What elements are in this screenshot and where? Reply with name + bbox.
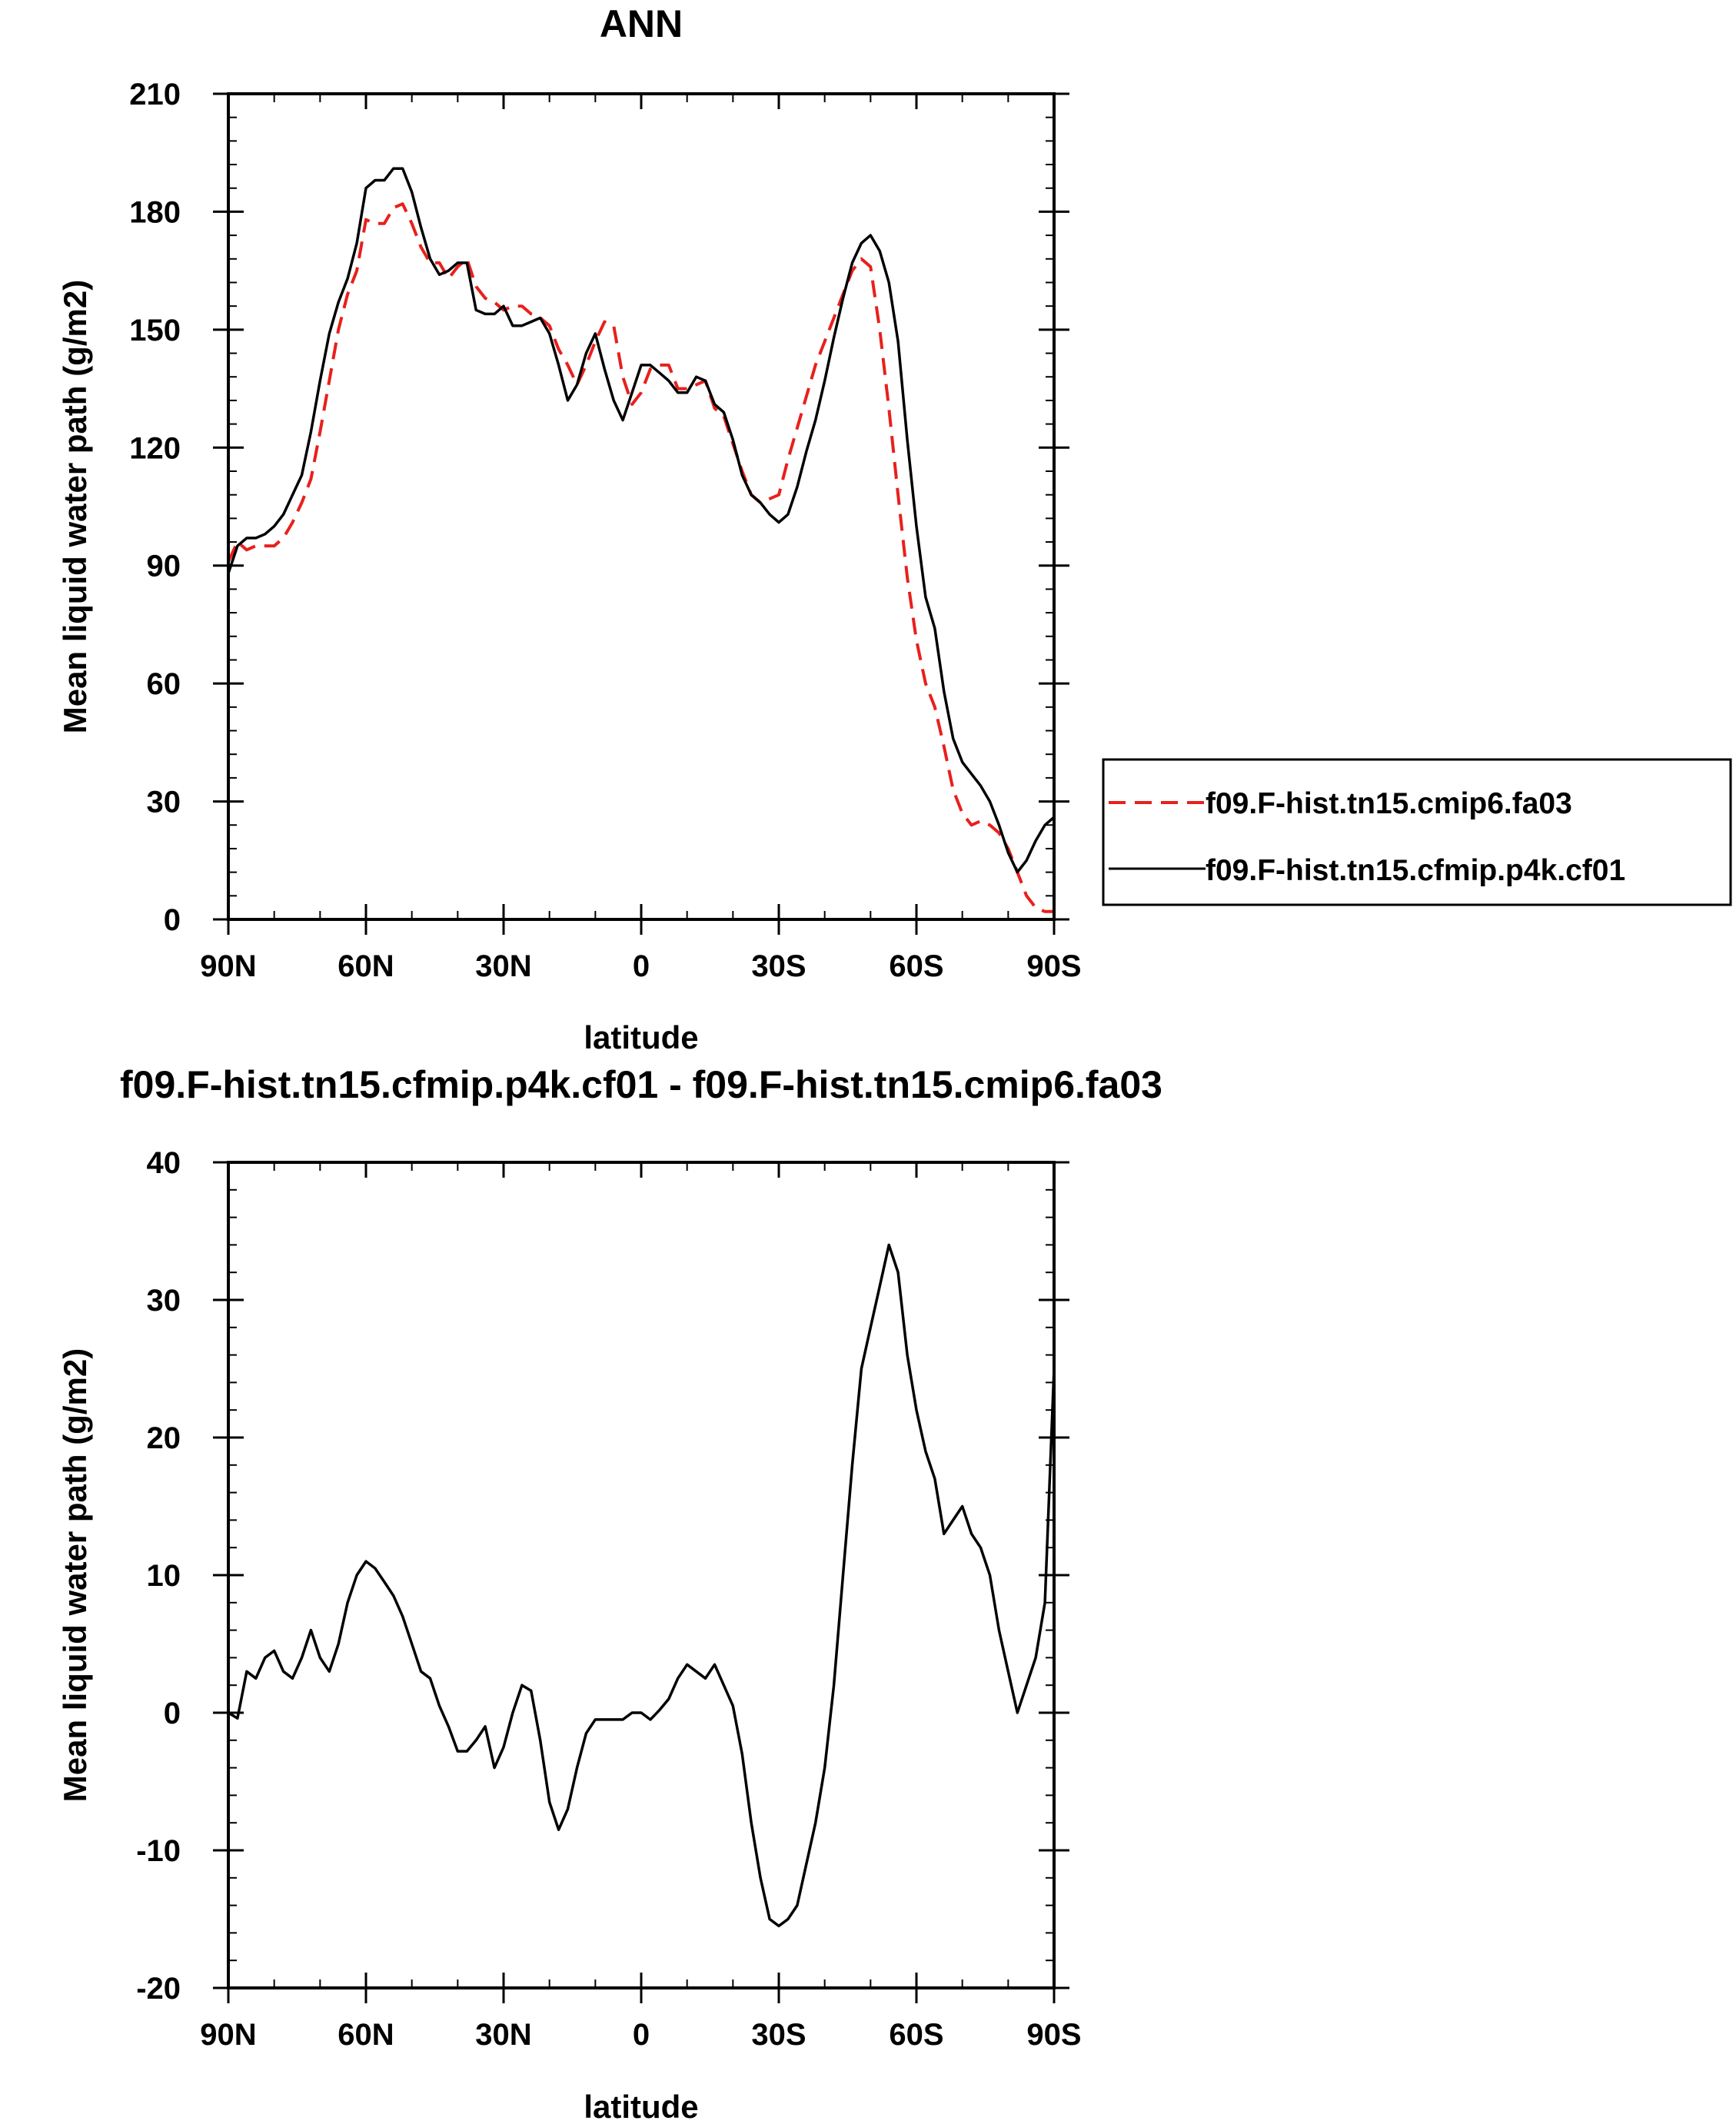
bottom-series-line-1 xyxy=(228,1243,1056,1928)
top-y-tick-label: 0 xyxy=(164,903,181,937)
legend: f09.F-hist.tn15.cmip6.fa03 f09.F-hist.tn… xyxy=(1102,758,1732,906)
bottom-x-tick-label: 0 xyxy=(633,2018,650,2052)
bottom-y-tick-label: 0 xyxy=(164,1697,181,1730)
legend-label-series-1: f09.F-hist.tn15.cmip6.fa03 xyxy=(1206,787,1572,820)
bottom-x-tick-label: 90N xyxy=(200,2018,256,2052)
top-y-tick-label: 180 xyxy=(129,195,181,229)
bottom-y-tick-label: 40 xyxy=(147,1146,181,1180)
top-x-tick-label: 0 xyxy=(633,949,650,983)
bottom-y-tick-label: 30 xyxy=(147,1284,181,1318)
bottom-panel-title: f09.F-hist.tn15.cfmip.p4k.cf01 - f09.F-h… xyxy=(120,1063,1162,1106)
bottom-x-tick-label: 60S xyxy=(889,2018,943,2052)
bottom-x-tick-label: 90S xyxy=(1026,2018,1081,2052)
bottom-x-tick-label: 30S xyxy=(751,2018,806,2052)
top-y-tick-label: 210 xyxy=(129,78,181,111)
top-panel-title: ANN xyxy=(600,2,683,45)
bottom-y-axis-label: Mean liquid water path (g/m2) xyxy=(57,1348,93,1802)
top-x-axis-label: latitude xyxy=(584,1019,698,1055)
top-x-tick-label: 90N xyxy=(200,949,256,983)
top-y-axis-label: Mean liquid water path (g/m2) xyxy=(57,280,93,733)
bottom-plot-frame xyxy=(227,1161,1056,1989)
bottom-panel: f09.F-hist.tn15.cfmip.p4k.cf01 - f09.F-h… xyxy=(57,1063,1162,2124)
bottom-y-tick-label: 10 xyxy=(147,1559,181,1593)
top-plot-frame xyxy=(227,92,1056,921)
legend-label-series-2: f09.F-hist.tn15.cfmip.p4k.cf01 xyxy=(1206,854,1625,887)
top-x-tick-label: 60N xyxy=(338,949,394,983)
top-y-tick-label: 90 xyxy=(147,550,181,583)
bottom-x-axis-label: latitude xyxy=(584,2089,698,2124)
bottom-y-tick-label: -20 xyxy=(136,1972,181,2006)
top-x-tick-label: 60S xyxy=(889,949,943,983)
bottom-x-tick-label: 60N xyxy=(338,2018,394,2052)
legend-box xyxy=(1102,758,1732,906)
top-y-tick-label: 120 xyxy=(129,431,181,465)
top-series-line-1 xyxy=(227,202,1054,913)
top-y-tick-label: 30 xyxy=(147,786,181,819)
bottom-y-tick-label: -10 xyxy=(136,1834,181,1868)
top-y-tick-label: 150 xyxy=(129,314,181,347)
top-series-line-2 xyxy=(227,167,1056,874)
top-x-tick-label: 90S xyxy=(1026,949,1081,983)
bottom-x-tick-label: 30N xyxy=(475,2018,531,2052)
top-panel: ANN 90N 60N 30N 0 30S 60S 90S 0 30 60 90 120 150 180 2… xyxy=(57,2,1082,1055)
top-x-tick-label: 30N xyxy=(475,949,531,983)
top-y-tick-label: 60 xyxy=(147,667,181,701)
bottom-y-tick-label: 20 xyxy=(147,1421,181,1455)
top-x-tick-label: 30S xyxy=(751,949,806,983)
